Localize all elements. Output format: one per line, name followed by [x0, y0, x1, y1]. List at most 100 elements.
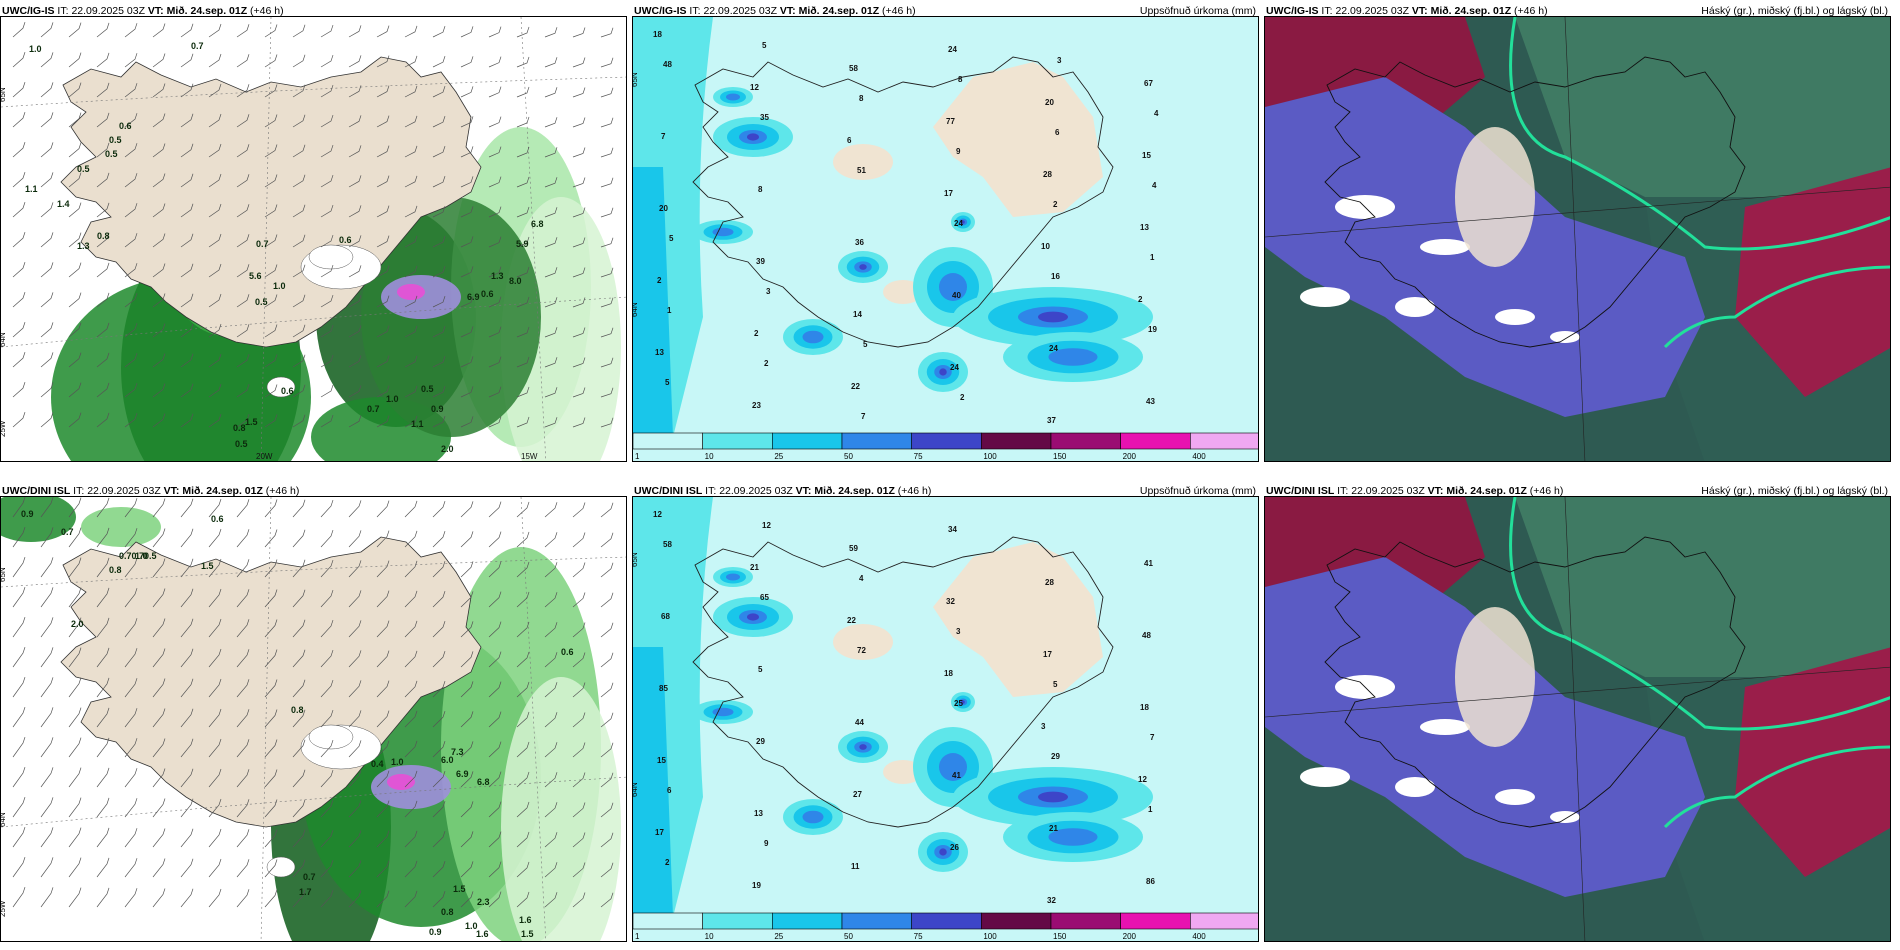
- colorbar-tick: 50: [844, 452, 853, 461]
- wind-barb: [208, 708, 222, 728]
- wind-barb: [432, 771, 446, 788]
- wind-barb: [40, 22, 54, 38]
- precip-area: [726, 573, 740, 581]
- wind-barb: [376, 55, 390, 68]
- valid-time: Mið. 24.sep. 01Z: [166, 5, 248, 17]
- precip-value: 3: [956, 627, 961, 636]
- precip-value: 36: [855, 238, 864, 247]
- wind-barb: [544, 417, 558, 428]
- wind-barb: [292, 234, 306, 248]
- map-frame[interactable]: 65N 64N 18 12 6 17 10 2 13 23 58 77 28 13 2 2 22 24 20 15 20…: [632, 16, 1259, 462]
- precip-value: 5: [758, 665, 763, 674]
- wind-barb: [68, 767, 82, 788]
- wind-barb: [152, 143, 166, 158]
- wind-barb: [180, 353, 194, 368]
- wind-barb: [432, 801, 446, 818]
- wind-barb: [124, 23, 138, 38]
- map-frame[interactable]: [1264, 16, 1891, 462]
- wind-barb: [68, 617, 82, 638]
- wind-barb: [264, 324, 278, 338]
- wind-barb: [124, 113, 138, 128]
- wind-barb: [124, 293, 138, 308]
- wind-barb: [348, 860, 362, 878]
- precip-value: 21: [1049, 824, 1058, 833]
- map-frame[interactable]: 65N 64N 25W 0.9 0.7 0.6 0.70.70.5 0.8 1.0 1.5 2.0 0…: [0, 496, 627, 942]
- wind-barb: [544, 772, 558, 788]
- wind-barb: [208, 113, 222, 128]
- precip-value: 11: [851, 862, 860, 871]
- wind-barb: [600, 502, 614, 518]
- cloud-map: [1265, 497, 1890, 941]
- wind-barb: [348, 295, 362, 308]
- wind-barb: [432, 591, 446, 608]
- lead-time: (+46 h): [1529, 485, 1564, 497]
- wind-barb: [320, 144, 334, 158]
- wind-barb: [208, 798, 222, 818]
- wind-barb: [152, 83, 166, 98]
- wind-barb: [320, 264, 334, 278]
- wind-barb: [320, 174, 334, 188]
- precip-value: 0.8: [291, 705, 304, 715]
- wind-barb: [40, 382, 54, 398]
- colorbar-swatch: [1190, 432, 1258, 450]
- wind-barb: [12, 22, 26, 38]
- wind-barb: [208, 768, 222, 788]
- wind-barb: [348, 115, 362, 128]
- map-frame[interactable]: 65N 64N 25W 20W 15W 1.0 0.7 0.6 0.5 0.5 0.5 1.1 1.4 0…: [0, 16, 627, 462]
- wind-barb: [68, 202, 82, 218]
- wind-barb: [516, 416, 530, 428]
- wind-barb: [12, 412, 26, 428]
- wind-barb: [208, 293, 222, 308]
- wind-barb: [600, 622, 614, 638]
- lead-time: (+46 h): [1514, 5, 1548, 17]
- wind-barb: [432, 56, 446, 68]
- wind-barb: [348, 500, 362, 518]
- wind-barb: [376, 860, 390, 878]
- wind-barb: [124, 263, 138, 278]
- precip-value: 20: [659, 204, 668, 213]
- wind-barb: [460, 326, 474, 338]
- precip-value: 8: [958, 75, 963, 84]
- precip-value: 0.5: [421, 384, 434, 394]
- wind-barb: [236, 54, 250, 68]
- precip-area: [961, 700, 965, 704]
- clear-gap: [1395, 777, 1435, 797]
- wind-barb: [432, 711, 446, 728]
- wind-barb: [544, 357, 558, 368]
- lat-line: [1, 556, 626, 588]
- wind-barb: [544, 387, 558, 398]
- wind-barb: [236, 859, 250, 878]
- wind-barb: [516, 561, 530, 578]
- wind-barb: [432, 356, 446, 368]
- precip-value: 51: [857, 166, 866, 175]
- wind-barb: [488, 206, 502, 218]
- precip-value: 0.9: [431, 404, 444, 414]
- wind-barb: [572, 682, 586, 698]
- panel-title: UWC/IG-IS IT: 22.09.2025 03Z VT: Mið. 24…: [632, 0, 1260, 22]
- wind-barb: [68, 557, 82, 578]
- wind-barb: [180, 23, 194, 38]
- lead-time: (+46 h): [882, 5, 916, 17]
- wind-barb: [208, 498, 222, 518]
- map-frame[interactable]: [1264, 496, 1891, 942]
- wind-barb: [208, 618, 222, 638]
- wind-barb: [180, 648, 194, 668]
- wind-barb: [376, 385, 390, 398]
- precip-value: 29: [1051, 752, 1060, 761]
- model-name: UWC/DINI ISL: [1266, 485, 1335, 497]
- wind-barb: [376, 710, 390, 728]
- wind-barb: [12, 647, 26, 668]
- wind-barb: [152, 828, 166, 848]
- precip-value: 77: [946, 117, 955, 126]
- it-label: IT:: [689, 5, 701, 17]
- panel-precip-dini: UWC/DINI ISL IT: 22.09.2025 03Z VT: Mið.…: [632, 480, 1260, 943]
- wind-barb: [320, 529, 334, 548]
- wind-barb: [348, 620, 362, 638]
- wind-barb: [208, 203, 222, 218]
- precip-value: 34: [948, 525, 957, 534]
- wind-barb: [376, 355, 390, 368]
- map-frame[interactable]: 65N 64N 12 21 22 18 3 12 17 19 59 32 17 18 15 13 11 34 28 4…: [632, 496, 1259, 942]
- precip-value: 1.3: [491, 271, 504, 281]
- wind-barb: [320, 324, 334, 338]
- wind-barb: [208, 558, 222, 578]
